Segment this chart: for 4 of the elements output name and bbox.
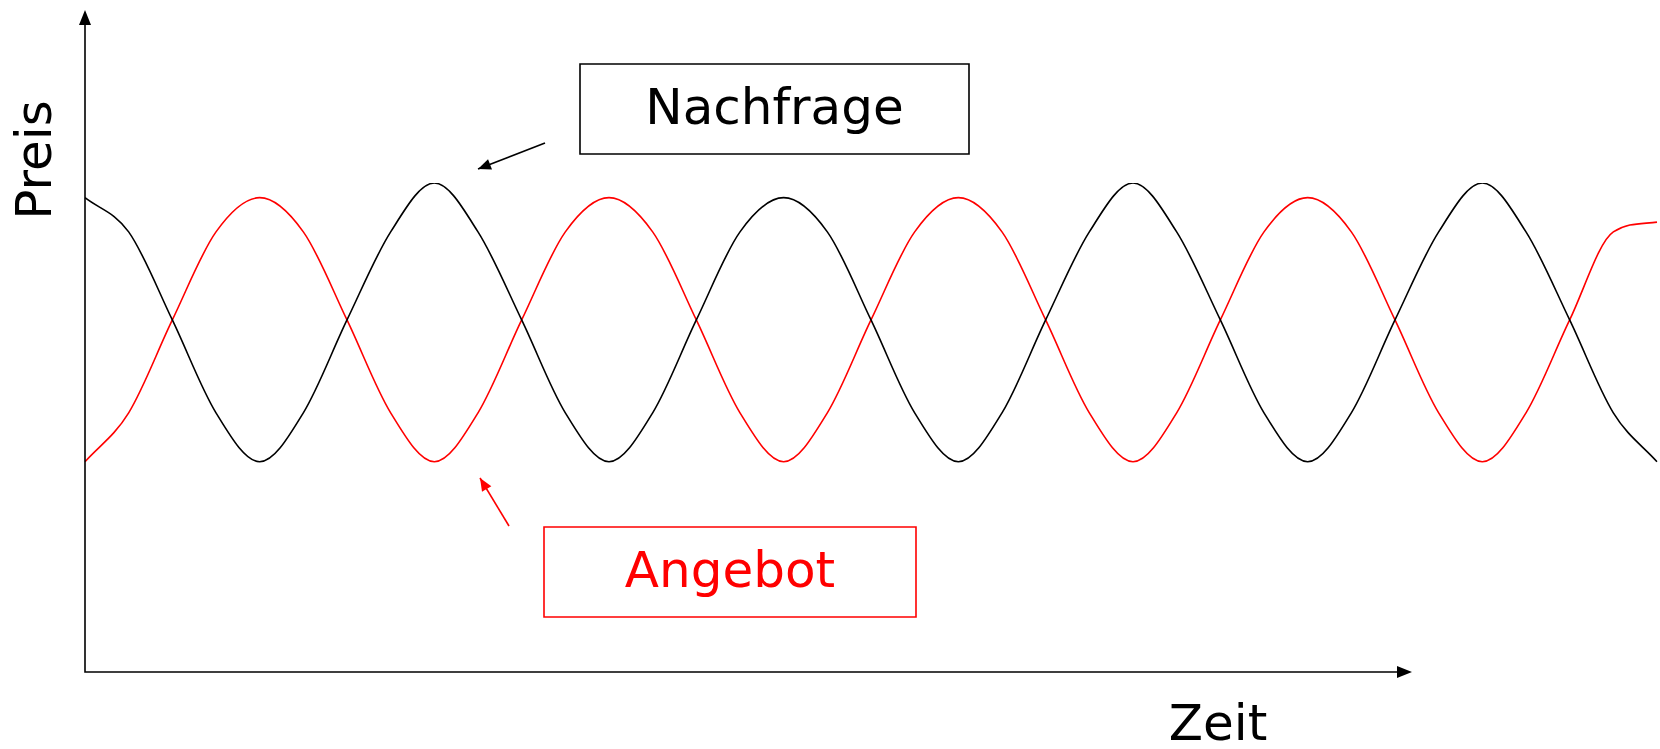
series-label: Angebot (624, 540, 836, 599)
series-label: Nachfrage (645, 77, 904, 136)
x-axis-title: Zeit (1168, 694, 1268, 749)
y-axis-title: Preis (4, 100, 63, 220)
